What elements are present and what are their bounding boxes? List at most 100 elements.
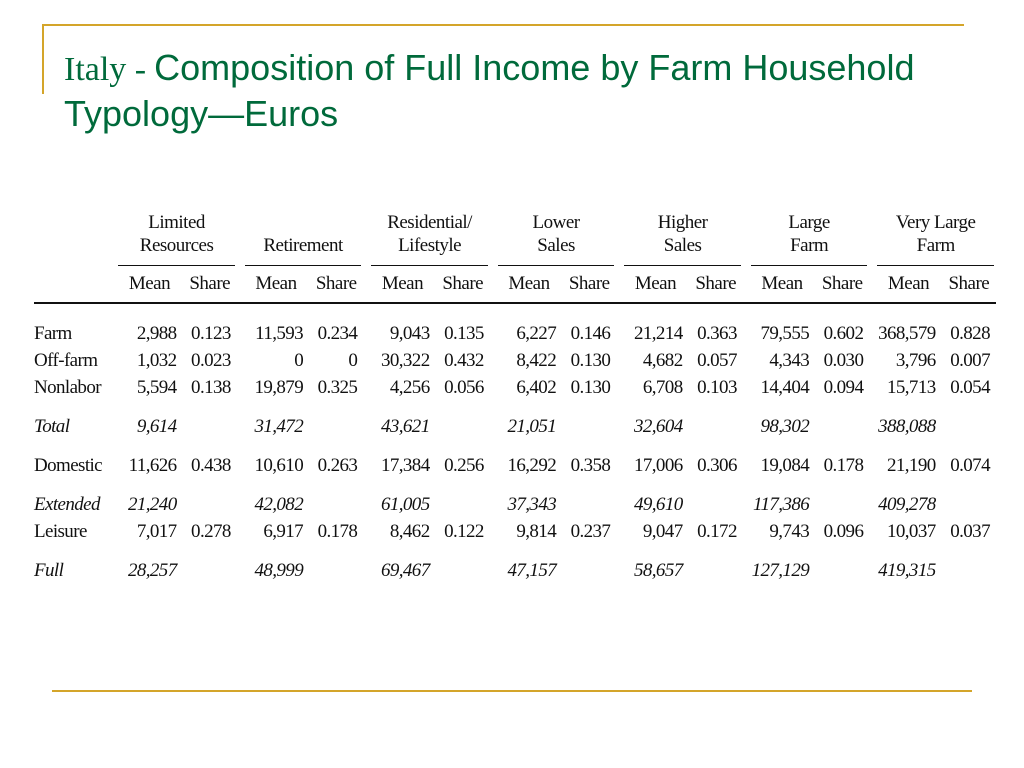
cell-mean: 2,988 (136, 322, 177, 344)
row-label: Total (34, 415, 70, 437)
group-header: Retirement (243, 200, 364, 266)
cell-share (815, 557, 869, 584)
subheader-mean: Mean (634, 273, 677, 294)
subheader-mean: Mean (508, 273, 550, 294)
cell-share (183, 557, 237, 584)
cell-mean: 6,227 (516, 322, 557, 344)
group-underline (497, 265, 615, 266)
cell-mean: 16,292 (507, 454, 557, 476)
group-header-line2: Farm (916, 235, 956, 256)
cell-share: 0.056 (444, 376, 484, 398)
cell-share (942, 557, 996, 584)
cell-mean: 0 (294, 349, 304, 371)
cell-mean: 32,604 (633, 415, 683, 437)
table-row: Domestic 11,626 0.438 10,610 0.263 17,384 0.25… (34, 452, 996, 479)
cell-mean: 28,257 (127, 559, 177, 581)
cell-share (815, 491, 869, 518)
cell-share: 0.135 (444, 322, 484, 344)
row-label: Full (34, 559, 64, 581)
cell-mean: 42,082 (254, 493, 304, 515)
subheader-mean: Mean (761, 273, 803, 294)
cell-share (562, 491, 616, 518)
cell-mean: 21,214 (633, 322, 683, 344)
cell-mean: 19,084 (760, 454, 810, 476)
cell-mean: 31,472 (254, 415, 304, 437)
cell-mean: 5,594 (136, 376, 177, 398)
cell-mean: 49,610 (633, 493, 683, 515)
group-header-line1: Residential/ (387, 212, 472, 233)
cell-mean: 14,404 (760, 376, 810, 398)
cell-mean: 79,555 (760, 322, 810, 344)
cell-mean: 11,593 (255, 322, 304, 344)
table-row: Full 28,257 48,999 69,467 47,157 58,657 127,12… (34, 557, 996, 584)
cell-mean: 6,708 (642, 376, 683, 398)
cell-mean: 10,610 (254, 454, 304, 476)
table-row: Farm 2,988 0.123 11,593 0.234 9,043 0.135 6,227… (34, 303, 996, 347)
cell-share (689, 491, 743, 518)
cell-share: 0.234 (317, 322, 358, 344)
cell-share (942, 491, 996, 518)
subheader-mean: Mean (255, 273, 297, 294)
cell-mean: 3,796 (895, 349, 936, 371)
row-label: Extended (34, 493, 100, 515)
cell-mean: 21,051 (507, 415, 557, 437)
cell-share: 0.178 (823, 454, 864, 476)
cell-mean: 21,190 (886, 454, 936, 476)
cell-mean: 9,614 (136, 415, 177, 437)
row-label: Off-farm (34, 349, 98, 371)
table-row: Nonlabor 5,594 0.138 19,879 0.325 4,256 0.056 6… (34, 374, 996, 401)
cell-share: 0.325 (317, 376, 358, 398)
cell-mean: 10,037 (886, 520, 936, 542)
group-header-line2: Retirement (263, 235, 343, 256)
cell-share: 0.363 (697, 322, 737, 344)
cell-share: 0.030 (823, 349, 864, 371)
cell-share: 0.037 (950, 520, 990, 542)
title-country: Italy - (64, 51, 147, 88)
cell-share: 0.237 (570, 520, 611, 542)
row-spacer (34, 440, 996, 452)
cell-share (309, 491, 363, 518)
group-header-line1: Lower (532, 212, 581, 233)
cell-mean: 4,343 (769, 349, 810, 371)
subheader-share: Share (695, 273, 737, 294)
subheader-share: Share (821, 273, 863, 294)
cell-share (815, 413, 869, 440)
cell-mean: 419,315 (878, 559, 936, 581)
corner-cell (34, 266, 116, 302)
cell-mean: 17,006 (633, 454, 683, 476)
cell-mean: 43,621 (380, 415, 430, 437)
cell-share: 0.007 (950, 349, 990, 371)
cell-mean: 17,384 (380, 454, 430, 476)
cell-mean: 7,017 (136, 520, 177, 542)
row-label: Farm (34, 322, 72, 344)
table-row: Extended 21,240 42,082 61,005 37,343 49,610 11… (34, 491, 996, 518)
cell-share: 0.094 (823, 376, 864, 398)
cell-mean: 9,743 (769, 520, 810, 542)
cell-share: 0.023 (191, 349, 231, 371)
group-header: Residential/Lifestyle (369, 200, 490, 266)
group-header-line2: Sales (663, 235, 702, 256)
row-spacer-cell (34, 545, 996, 557)
cell-mean: 368,579 (878, 322, 936, 344)
cell-share (689, 413, 743, 440)
cell-mean: 4,256 (389, 376, 430, 398)
group-header-line2: Lifestyle (398, 235, 462, 256)
table-row: Total 9,614 31,472 43,621 21,051 32,604 98,302… (34, 413, 996, 440)
subheader-mean: Mean (128, 273, 171, 294)
group-header-line2: Sales (537, 235, 575, 256)
cell-share (183, 491, 237, 518)
cell-share (309, 557, 363, 584)
cell-share (436, 557, 490, 584)
cell-mean: 30,322 (380, 349, 430, 371)
cell-share: 0.103 (697, 376, 737, 398)
cell-mean: 19,879 (254, 376, 304, 398)
cell-share: 0 (348, 349, 358, 371)
group-underline (371, 265, 488, 266)
cell-share: 0.263 (317, 454, 358, 476)
cell-share (436, 413, 490, 440)
cell-share: 0.130 (570, 349, 611, 371)
subheader-mean: Mean (381, 273, 424, 294)
cell-share: 0.256 (444, 454, 484, 476)
group-underline (750, 265, 868, 266)
subheader-share: Share (189, 273, 231, 294)
